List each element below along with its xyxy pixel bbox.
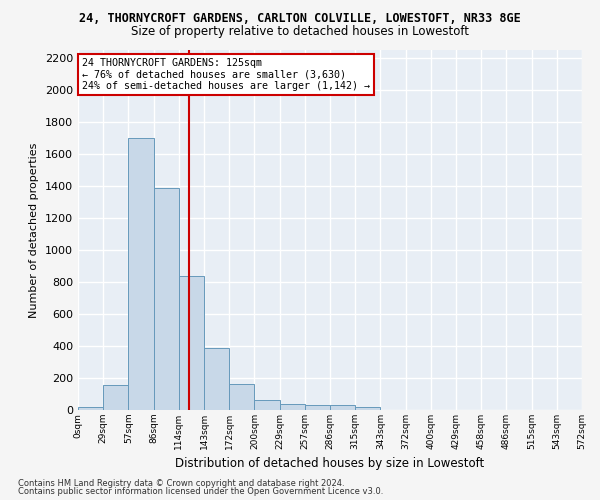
Bar — [229, 384, 254, 410]
Text: Contains HM Land Registry data © Crown copyright and database right 2024.: Contains HM Land Registry data © Crown c… — [18, 478, 344, 488]
Bar — [103, 385, 128, 410]
Bar — [154, 188, 179, 410]
X-axis label: Distribution of detached houses by size in Lowestoft: Distribution of detached houses by size … — [175, 458, 485, 470]
Bar — [355, 407, 380, 410]
Bar — [78, 407, 103, 410]
Y-axis label: Number of detached properties: Number of detached properties — [29, 142, 40, 318]
Text: Size of property relative to detached houses in Lowestoft: Size of property relative to detached ho… — [131, 25, 469, 38]
Text: 24, THORNYCROFT GARDENS, CARLTON COLVILLE, LOWESTOFT, NR33 8GE: 24, THORNYCROFT GARDENS, CARLTON COLVILL… — [79, 12, 521, 26]
Bar — [280, 404, 305, 410]
Bar — [305, 405, 330, 410]
Text: 24 THORNYCROFT GARDENS: 125sqm
← 76% of detached houses are smaller (3,630)
24% : 24 THORNYCROFT GARDENS: 125sqm ← 76% of … — [82, 58, 370, 91]
Bar — [128, 138, 154, 410]
Bar — [254, 400, 280, 410]
Bar — [330, 405, 355, 410]
Text: Contains public sector information licensed under the Open Government Licence v3: Contains public sector information licen… — [18, 487, 383, 496]
Bar — [179, 276, 204, 410]
Bar — [204, 348, 229, 410]
